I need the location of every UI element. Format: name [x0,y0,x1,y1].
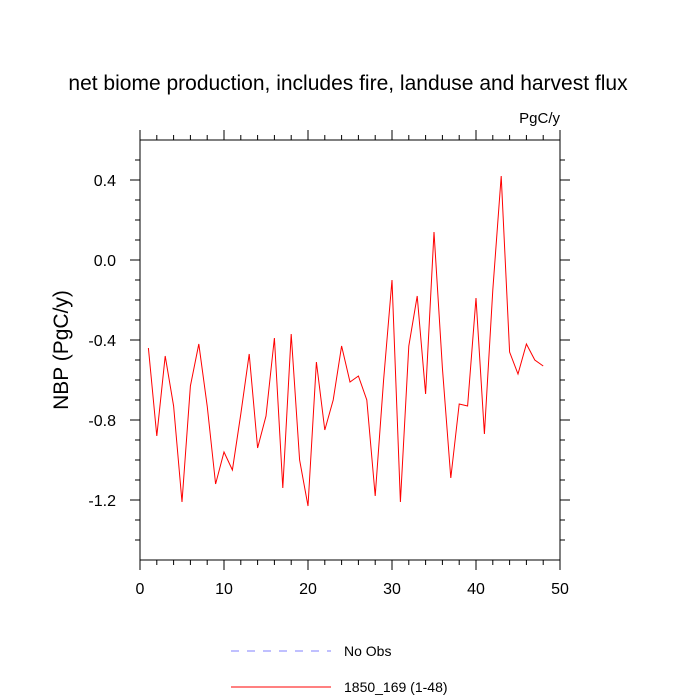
data-point [483,433,485,435]
data-point [382,379,384,381]
y-tick-label: 0.0 [94,253,116,270]
data-point [534,359,536,361]
data-point [349,381,351,383]
data-point [206,405,208,407]
series-line [147,175,544,507]
plot-frame [139,139,561,561]
y-axis-label: NBP (PgC/y) [50,290,73,410]
data-point [164,355,166,357]
data-point [340,345,342,347]
data-point [450,477,452,479]
axis-tick-labels: 0 10 20 30 40 50 0.4 0.0 -0.4 -0.8 -1.2 [88,173,569,598]
legend: No Obs 1850_169 (1-48) [231,643,448,695]
y-tick-label: -1.2 [88,493,116,510]
data-point [214,483,216,485]
data-point [189,385,191,387]
x-tick-label: 40 [467,581,485,598]
data-point [256,447,258,449]
legend-label: No Obs [344,643,391,659]
data-point [332,399,334,401]
data-point [374,495,376,497]
data-point [315,361,317,363]
data-point [156,435,158,437]
data-point [475,297,477,299]
data-point [324,429,326,431]
data-point [198,343,200,345]
data-point [424,393,426,395]
data-point [298,459,300,461]
data-point [466,405,468,407]
x-tick-label: 50 [551,581,569,598]
chart-title: net biome production, includes fire, lan… [68,72,628,95]
data-point [307,505,309,507]
x-tick-label: 30 [383,581,401,598]
data-point [290,333,292,335]
data-point [181,501,183,503]
axis-ticks [130,130,570,570]
units-label: PgC/y [519,110,560,127]
data-point [433,231,435,233]
data-point [223,451,225,453]
series-layer [147,175,544,507]
data-point [282,487,284,489]
x-tick-label: 0 [136,581,145,598]
data-point [492,289,494,291]
data-point [366,399,368,401]
data-point [525,343,527,345]
data-point [391,279,393,281]
data-point [147,347,149,349]
y-tick-label: -0.4 [88,333,116,350]
data-point [408,345,410,347]
x-tick-label: 20 [299,581,317,598]
data-point [248,353,250,355]
data-point [458,403,460,405]
data-point [441,367,443,369]
data-point [240,413,242,415]
data-point [357,375,359,377]
data-point [273,337,275,339]
data-point [399,501,401,503]
data-point [172,405,174,407]
legend-label: 1850_169 (1-48) [344,679,448,695]
data-point [500,175,502,177]
x-tick-label: 10 [215,581,233,598]
data-point [517,373,519,375]
data-point [508,351,510,353]
data-point [265,415,267,417]
y-tick-label: -0.8 [88,413,116,430]
data-point [542,365,544,367]
data-point [416,295,418,297]
y-tick-label: 0.4 [94,173,116,190]
data-point [231,469,233,471]
